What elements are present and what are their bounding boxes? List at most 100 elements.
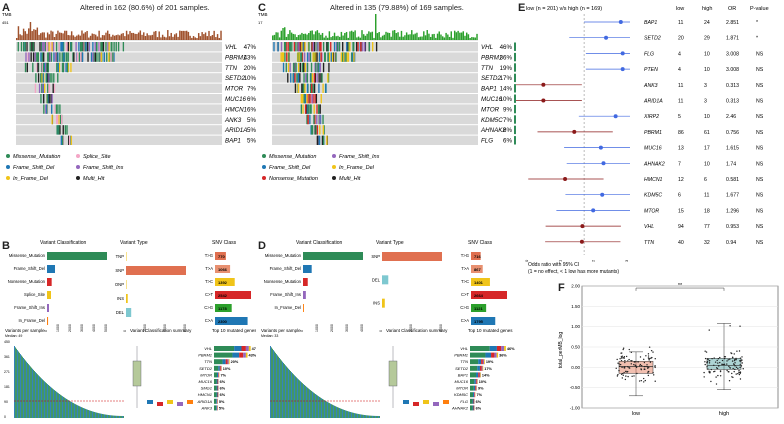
mutation-cell (310, 62, 313, 73)
mutation-cell (66, 42, 68, 52)
jitter-point (620, 373, 623, 375)
jitter-point (704, 350, 706, 352)
vt-bar (382, 298, 385, 308)
mutation-cell (66, 62, 69, 73)
legend-label: Frame_Shift_Ins (83, 165, 124, 171)
vps-bar (30, 366, 31, 418)
jitter-point (719, 375, 722, 377)
mutation-cell (311, 94, 313, 104)
vps-bar (86, 409, 87, 418)
top10-pct: 5% (219, 406, 225, 410)
tmb-bar (369, 32, 372, 40)
mutation-cell (336, 42, 339, 52)
mutation-cell (315, 94, 318, 104)
top10-pct: 6% (476, 400, 482, 404)
vps-bar (353, 412, 354, 418)
tmb-bar (146, 33, 148, 40)
forest-p: NS (756, 193, 764, 199)
jitter-point (708, 371, 711, 374)
vps-bar (20, 354, 21, 418)
vps-bar (359, 414, 360, 418)
vps-bar (65, 398, 66, 418)
gene-row-bg (272, 52, 478, 62)
vc-tick: 2000 (68, 324, 72, 332)
vps-bar (71, 401, 72, 418)
vps-bar (120, 415, 121, 418)
vps-bar (328, 402, 329, 418)
vps-bar (76, 404, 77, 418)
jitter-point (639, 356, 642, 358)
tmb-bar (209, 36, 212, 40)
forest-caption: Odds ratio with 95% CI (528, 262, 579, 268)
jitter-point (733, 370, 735, 373)
tmb-bar (218, 37, 221, 40)
vps-bar (364, 414, 365, 418)
tmb-bar (70, 31, 73, 40)
tmb-bar (332, 36, 334, 40)
tmb-bar (96, 36, 99, 40)
vps-bar (354, 413, 355, 418)
tmb-bar (278, 37, 281, 40)
vc-title: Variant Classification (296, 240, 343, 246)
snv-value: 1392 (218, 280, 228, 285)
tmb-bar (16, 37, 18, 40)
vps-bar (40, 377, 41, 418)
forest-low: 11 (678, 20, 683, 26)
tmb-bar (302, 33, 305, 40)
tmb-bar (17, 26, 20, 40)
top10-segment (489, 346, 497, 351)
jitter-point (617, 362, 619, 364)
tmb-bar (464, 35, 466, 40)
jitter-point (625, 370, 627, 373)
top10-gene: VHL (204, 346, 212, 351)
mutation-cell (319, 62, 322, 73)
tmb-bar (414, 33, 416, 40)
forest-point (620, 67, 625, 72)
tmb-bar (106, 30, 109, 40)
vc-label: Missense_Mutation (265, 253, 302, 258)
tmb-bar (378, 32, 380, 40)
tmb-bar (203, 34, 205, 40)
jitter-point (733, 353, 735, 355)
tmb-bar (215, 37, 217, 40)
mutation-cell (320, 52, 322, 62)
vps-bar (21, 355, 22, 418)
tmb-bar (402, 36, 404, 40)
mutation-cell (333, 42, 336, 52)
mutation-cell (316, 52, 318, 62)
top10-segment (214, 379, 217, 384)
mutation-cell (50, 42, 52, 52)
top10-segment (470, 405, 473, 411)
tmb-bar (344, 33, 346, 40)
mutation-cell (33, 42, 35, 52)
top10-segment (216, 398, 217, 404)
vps-tick: 450 (4, 340, 10, 344)
tmb-bar (33, 29, 35, 40)
vps-bar (50, 386, 51, 418)
vt-tick: 2000 (409, 324, 413, 332)
snv-bar (471, 291, 507, 299)
jitter-point (737, 372, 739, 375)
top10-segment (478, 372, 480, 378)
mutation-cell (319, 125, 321, 135)
top10-segment (214, 365, 219, 371)
mutation-cell (322, 135, 325, 145)
snv-bar (215, 278, 235, 286)
vc-bar (303, 252, 363, 260)
mutation-cell (46, 62, 48, 73)
mutation-cell (372, 42, 374, 52)
tmb-bar (376, 33, 379, 40)
vt-label: INS (117, 296, 124, 301)
mutation-cell (317, 42, 319, 52)
tmb-bar (412, 34, 415, 40)
mutation-cell (24, 42, 27, 52)
top10-segment (474, 379, 476, 384)
vps-bar (375, 415, 376, 418)
mutation-cell (318, 73, 320, 83)
mutation-cell (43, 94, 45, 104)
tmb-bar (127, 34, 130, 40)
jitter-point (716, 367, 719, 370)
vps-bar (287, 367, 288, 418)
tmb-bar (318, 32, 320, 40)
jitter-point (704, 361, 706, 363)
